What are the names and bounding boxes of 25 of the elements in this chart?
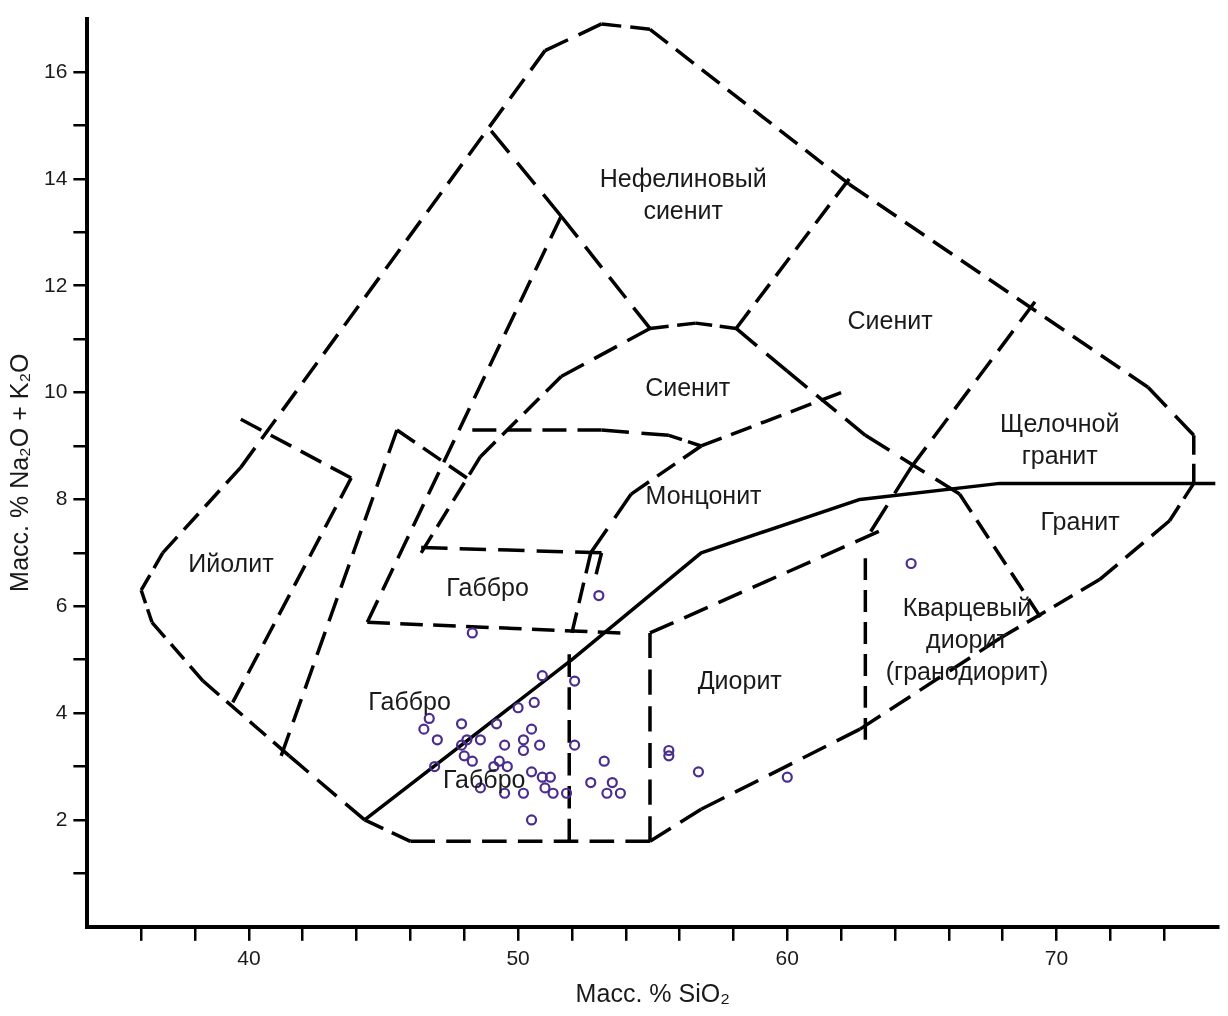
y-tick-label: 14 [44,165,68,189]
annotation: Диорит [697,666,783,695]
annotation: Габбро [446,572,529,601]
x-tick-label: 70 [1044,946,1069,970]
y-tick-label: 12 [44,272,68,296]
y-tick-label: 2 [55,806,68,830]
x-tick-label: 50 [506,946,530,970]
annotation: Ийолит [188,549,275,578]
x-axis-title: Масс. % SiO₂ [575,978,730,1007]
y-tick-label: 16 [44,58,68,82]
x-tick-label: 40 [237,946,261,970]
annotation: Габбро [442,765,526,794]
y-tick-label: 6 [55,593,68,617]
annotation: Нефелиновый сиенит [599,164,767,225]
annotation: Гранит [1040,507,1121,536]
y-tick-label: 10 [44,379,68,403]
annotation: Монцонит [645,481,763,510]
x-tick-label: 60 [775,946,799,970]
annotation: Сиенит [645,373,731,402]
annotation: Сиенит [847,305,934,334]
y-axis-title: Масс. % Na₂O + K₂O [4,353,33,592]
annotation: Щелочной гранит [999,408,1120,469]
y-tick-label: 8 [55,486,68,510]
y-tick-label: 4 [55,699,68,723]
annotation: Габбро [368,687,451,716]
